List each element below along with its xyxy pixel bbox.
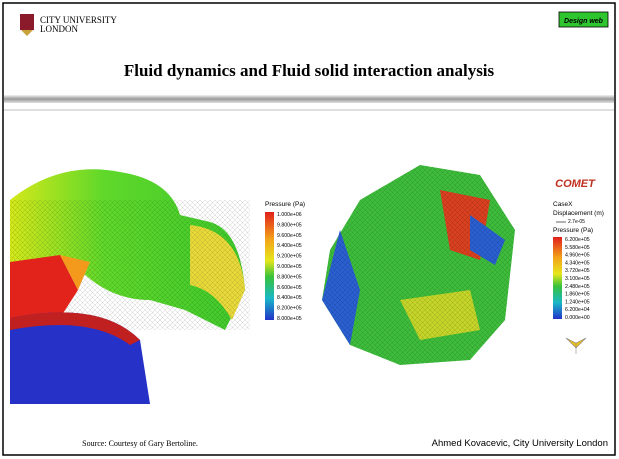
legend-label: 8.600e+05: [277, 285, 302, 291]
right-colorbar: [553, 237, 562, 319]
right-legend: 6.200e+05 5.580e+05 4.960e+054.340e+05 3.72…: [565, 237, 590, 321]
legend-label: 9.800e+05: [277, 222, 302, 228]
legend-label: 8.800e+05: [277, 274, 302, 280]
source: Source: Courtesy of Gary Bertoline.: [82, 439, 198, 448]
left-colorbar: [265, 212, 274, 320]
legend-label: 6.200e+04: [565, 307, 590, 313]
legend-label: 3.720e+05: [565, 268, 590, 274]
legend-label: 8.000e+05: [277, 316, 302, 322]
legend-label: 4.340e+05: [565, 260, 590, 266]
title: Fluid dynamics and Fluid solid interacti…: [124, 61, 495, 80]
right-image: [322, 165, 515, 365]
legend-label: 5.580e+05: [565, 245, 590, 251]
legend-label: 6.200e+05: [565, 237, 590, 243]
legend-label: 2.480e+05: [565, 284, 590, 290]
legend-label: 9.400e+05: [277, 243, 302, 249]
logo-text: LONDON: [40, 24, 78, 34]
legend-label: 8.200e+05: [277, 306, 302, 312]
author: Ahmed Kovacevic, City University London: [432, 438, 608, 449]
axis-triad: [566, 338, 586, 354]
slide: CITY UNIVERSITY LONDON Design web Fluid …: [0, 0, 619, 459]
legend-label: 0.000e+00: [565, 315, 590, 321]
legend-label: 9.200e+05: [277, 254, 302, 260]
legend-label: 1.240e+05: [565, 299, 590, 305]
right-legend-title: Pressure (Pa): [553, 227, 593, 234]
displacement-scale: 2.7e-05: [568, 219, 585, 225]
left-image: [10, 150, 250, 404]
legend-label: 1.860e+05: [565, 292, 590, 298]
tag: Design web: [564, 18, 604, 25]
legend-label: 8.400e+05: [277, 295, 302, 301]
legend-label: 4.960e+05: [565, 253, 590, 259]
legend-label: 9.600e+05: [277, 233, 302, 239]
legend-label: 1.000e+06: [277, 212, 302, 218]
divider: [4, 95, 614, 103]
page: CITY UNIVERSITY LONDON Design web Fluid …: [0, 0, 619, 459]
logo: CITY UNIVERSITY LONDON: [20, 14, 117, 36]
legend-label: 9.000e+05: [277, 264, 302, 270]
legend-label: 3.100e+05: [565, 276, 590, 282]
displacement-title: Displacement (m): [553, 210, 604, 217]
brand: COMET: [555, 178, 596, 190]
case: CaseX: [553, 201, 573, 208]
left-legend-title: Pressure (Pa): [265, 201, 305, 208]
left-legend: 1.000e+06 9.800e+05 9.600e+05 9.400e+05 9.20…: [277, 212, 302, 322]
